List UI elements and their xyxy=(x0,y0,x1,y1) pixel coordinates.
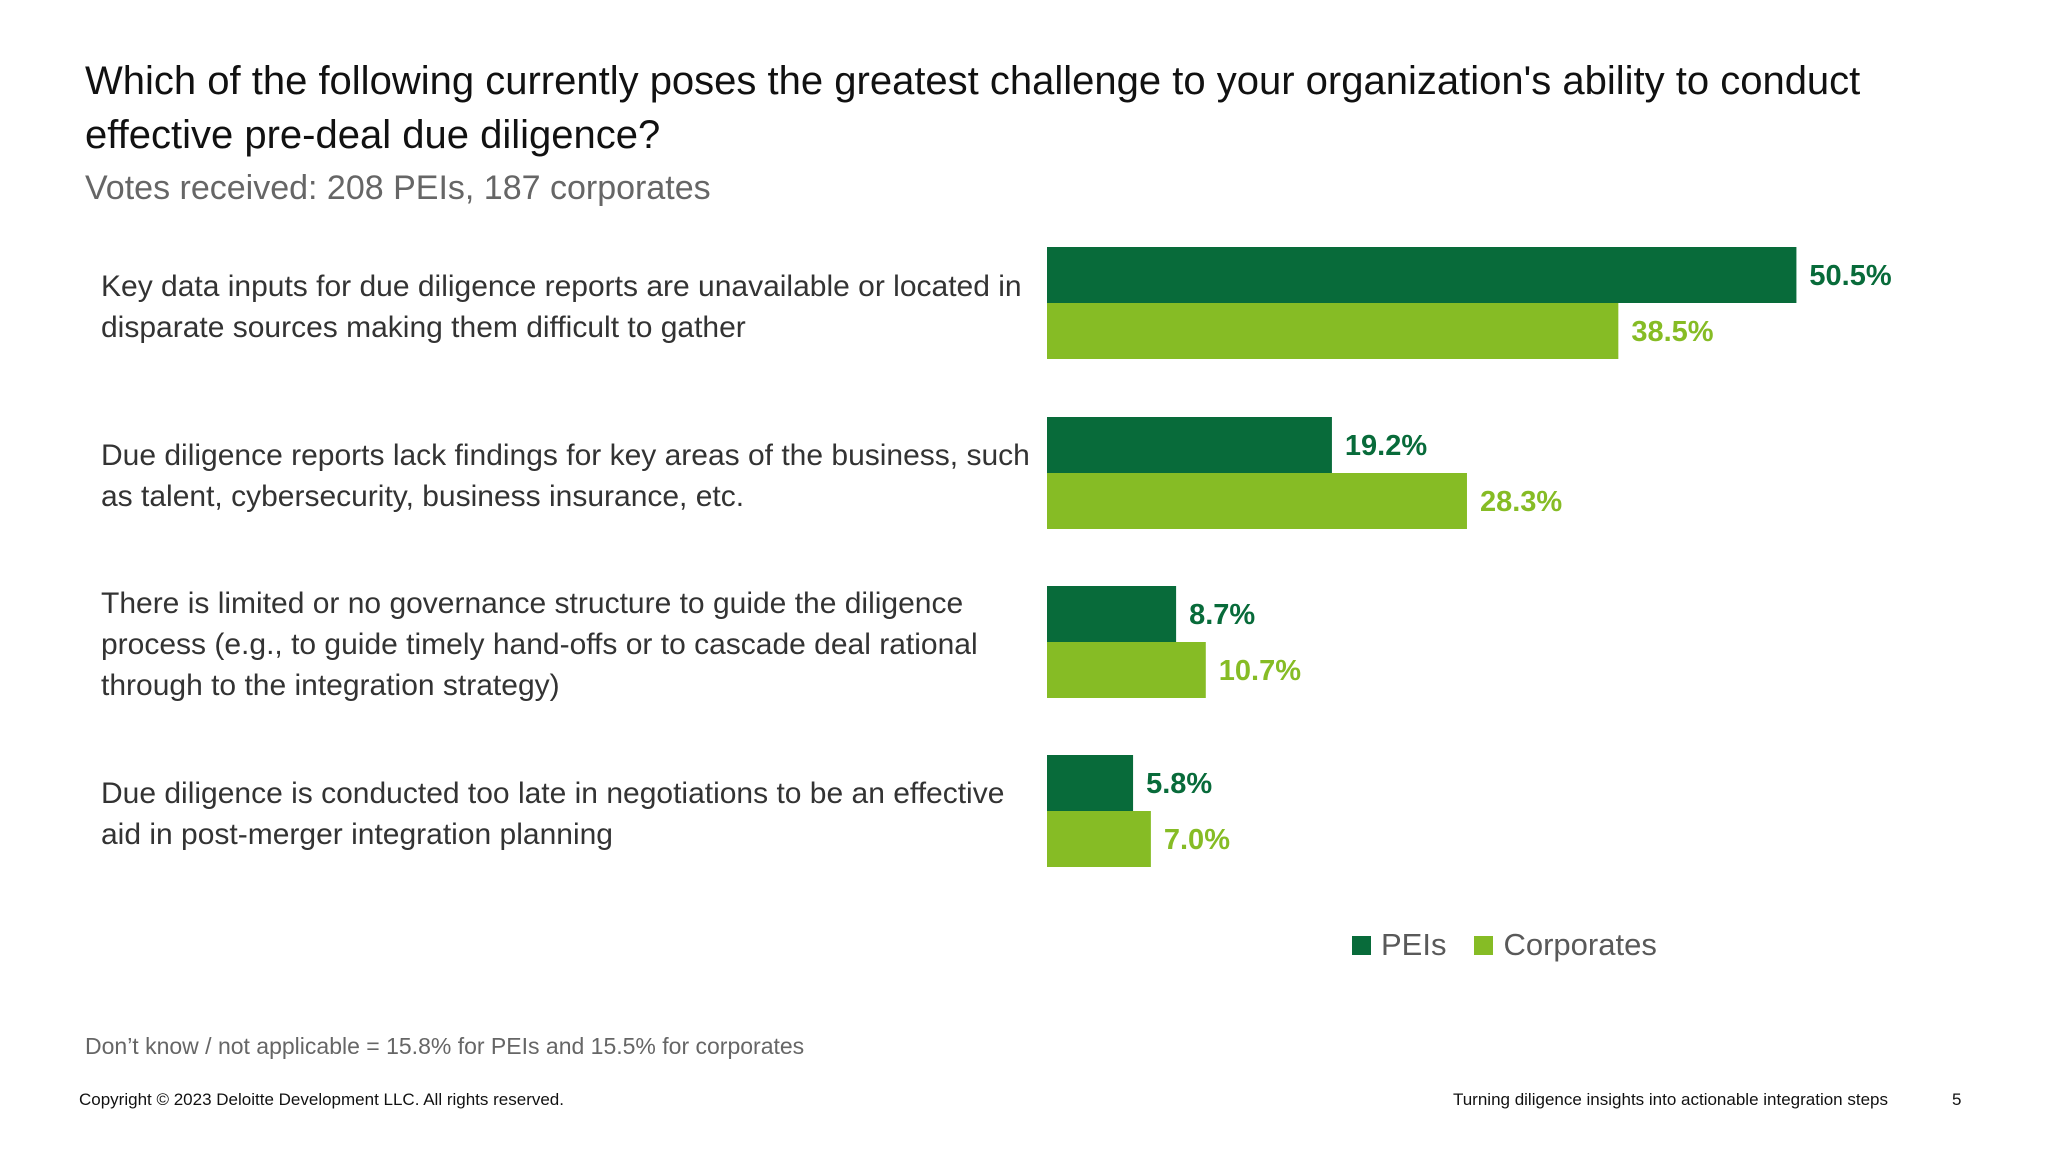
legend-swatch-peis xyxy=(1352,935,1371,955)
legend-item-corporates: Corporates xyxy=(1474,927,1657,963)
value-label-corporates-1: 38.5% xyxy=(1631,316,1713,348)
footnote: Don’t know / not applicable = 15.8% for … xyxy=(85,1033,805,1059)
legend-label-corporates: Corporates xyxy=(1503,927,1657,962)
value-label-corporates-4: 7.0% xyxy=(1164,824,1230,856)
value-label-peis-3: 8.7% xyxy=(1189,599,1255,631)
legend-swatch-corporates xyxy=(1474,935,1494,955)
slide-subtitle: Votes received: 208 PEIs, 187 corporates xyxy=(85,169,711,207)
legend-label-peis: PEIs xyxy=(1381,927,1447,962)
page-number: 5 xyxy=(1952,1090,1962,1109)
bar-peis-4 xyxy=(1047,755,1134,811)
bar-peis-1 xyxy=(1047,247,1797,303)
legend-item-peis: PEIs xyxy=(1352,927,1446,963)
value-label-peis-1: 50.5% xyxy=(1809,260,1891,292)
bar-corporates-1 xyxy=(1047,303,1619,359)
footer-title: Turning diligence insights into actionab… xyxy=(1452,1090,1888,1109)
bar-peis-2 xyxy=(1047,417,1332,473)
bar-corporates-4 xyxy=(1047,811,1151,867)
slide-title: Which of the following currently poses t… xyxy=(85,59,1861,157)
question-label-1: Key data inputs for due diligence report… xyxy=(101,270,1022,344)
bar-peis-3 xyxy=(1047,586,1177,642)
question-label-3: There is limited or no governance struct… xyxy=(101,587,978,702)
value-label-peis-2: 19.2% xyxy=(1345,430,1427,462)
value-label-corporates-2: 28.3% xyxy=(1480,486,1562,518)
bar-corporates-3 xyxy=(1047,642,1206,698)
value-label-corporates-3: 10.7% xyxy=(1219,655,1301,687)
copyright-text: Copyright © 2023 Deloitte Development LL… xyxy=(79,1090,564,1109)
question-label-4: Due diligence is conducted too late in n… xyxy=(101,777,1005,851)
chart-legend: PEIs Corporates xyxy=(1352,927,1685,963)
bar-corporates-2 xyxy=(1047,473,1467,529)
question-label-2: Due diligence reports lack findings for … xyxy=(101,439,1030,513)
value-label-peis-4: 5.8% xyxy=(1146,768,1212,800)
